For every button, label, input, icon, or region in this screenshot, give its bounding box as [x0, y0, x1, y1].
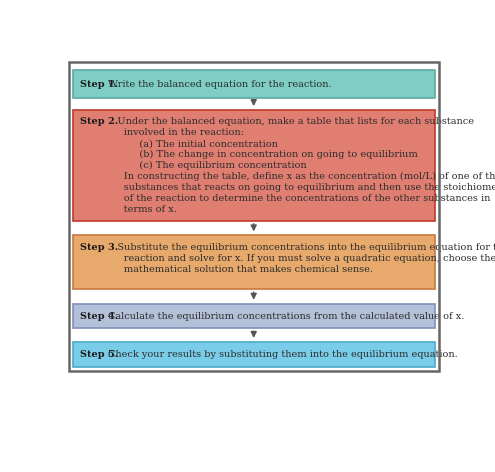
Text: Check your results by substituting them into the equilibrium equation.: Check your results by substituting them … [108, 350, 458, 359]
Text: (a) The initial concentration: (a) The initial concentration [80, 139, 277, 148]
Text: mathematical solution that makes chemical sense.: mathematical solution that makes chemica… [80, 264, 373, 274]
Text: Calculate the equilibrium concentrations from the calculated value of x.: Calculate the equilibrium concentrations… [108, 312, 465, 320]
Text: of the reaction to determine the concentrations of the other substances in: of the reaction to determine the concent… [80, 194, 490, 202]
Bar [73, 304, 435, 329]
Text: reaction and solve for x. If you must solve a quadratic equation, choose the: reaction and solve for x. If you must so… [80, 253, 495, 262]
Bar [73, 342, 435, 367]
Text: terms of x.: terms of x. [80, 204, 176, 213]
Text: substances that reacts on going to equilibrium and then use the stoichiometry: substances that reacts on going to equil… [80, 183, 495, 192]
Text: involved in the reaction:: involved in the reaction: [80, 128, 244, 137]
Text: Substitute the equilibrium concentrations into the equilibrium equation for the: Substitute the equilibrium concentration… [108, 243, 495, 252]
Bar [73, 236, 435, 289]
Bar [69, 62, 439, 371]
Text: (c) The equilibrium concentration: (c) The equilibrium concentration [80, 161, 306, 170]
Text: Under the balanced equation, make a table that lists for each substance: Under the balanced equation, make a tabl… [108, 118, 474, 126]
Bar [73, 110, 435, 221]
Text: Write the balanced equation for the reaction.: Write the balanced equation for the reac… [108, 80, 332, 89]
Text: Step 2.: Step 2. [80, 118, 118, 126]
Text: (b) The change in concentration on going to equilibrium: (b) The change in concentration on going… [80, 150, 417, 159]
Text: Step 3.: Step 3. [80, 243, 118, 252]
Text: Step 5.: Step 5. [80, 350, 118, 359]
Bar [73, 70, 435, 98]
Text: Step 4.: Step 4. [80, 312, 118, 320]
Text: Step 1.: Step 1. [80, 80, 117, 89]
Text: In constructing the table, define x as the concentration (mol/L) of one of the: In constructing the table, define x as t… [80, 172, 495, 181]
